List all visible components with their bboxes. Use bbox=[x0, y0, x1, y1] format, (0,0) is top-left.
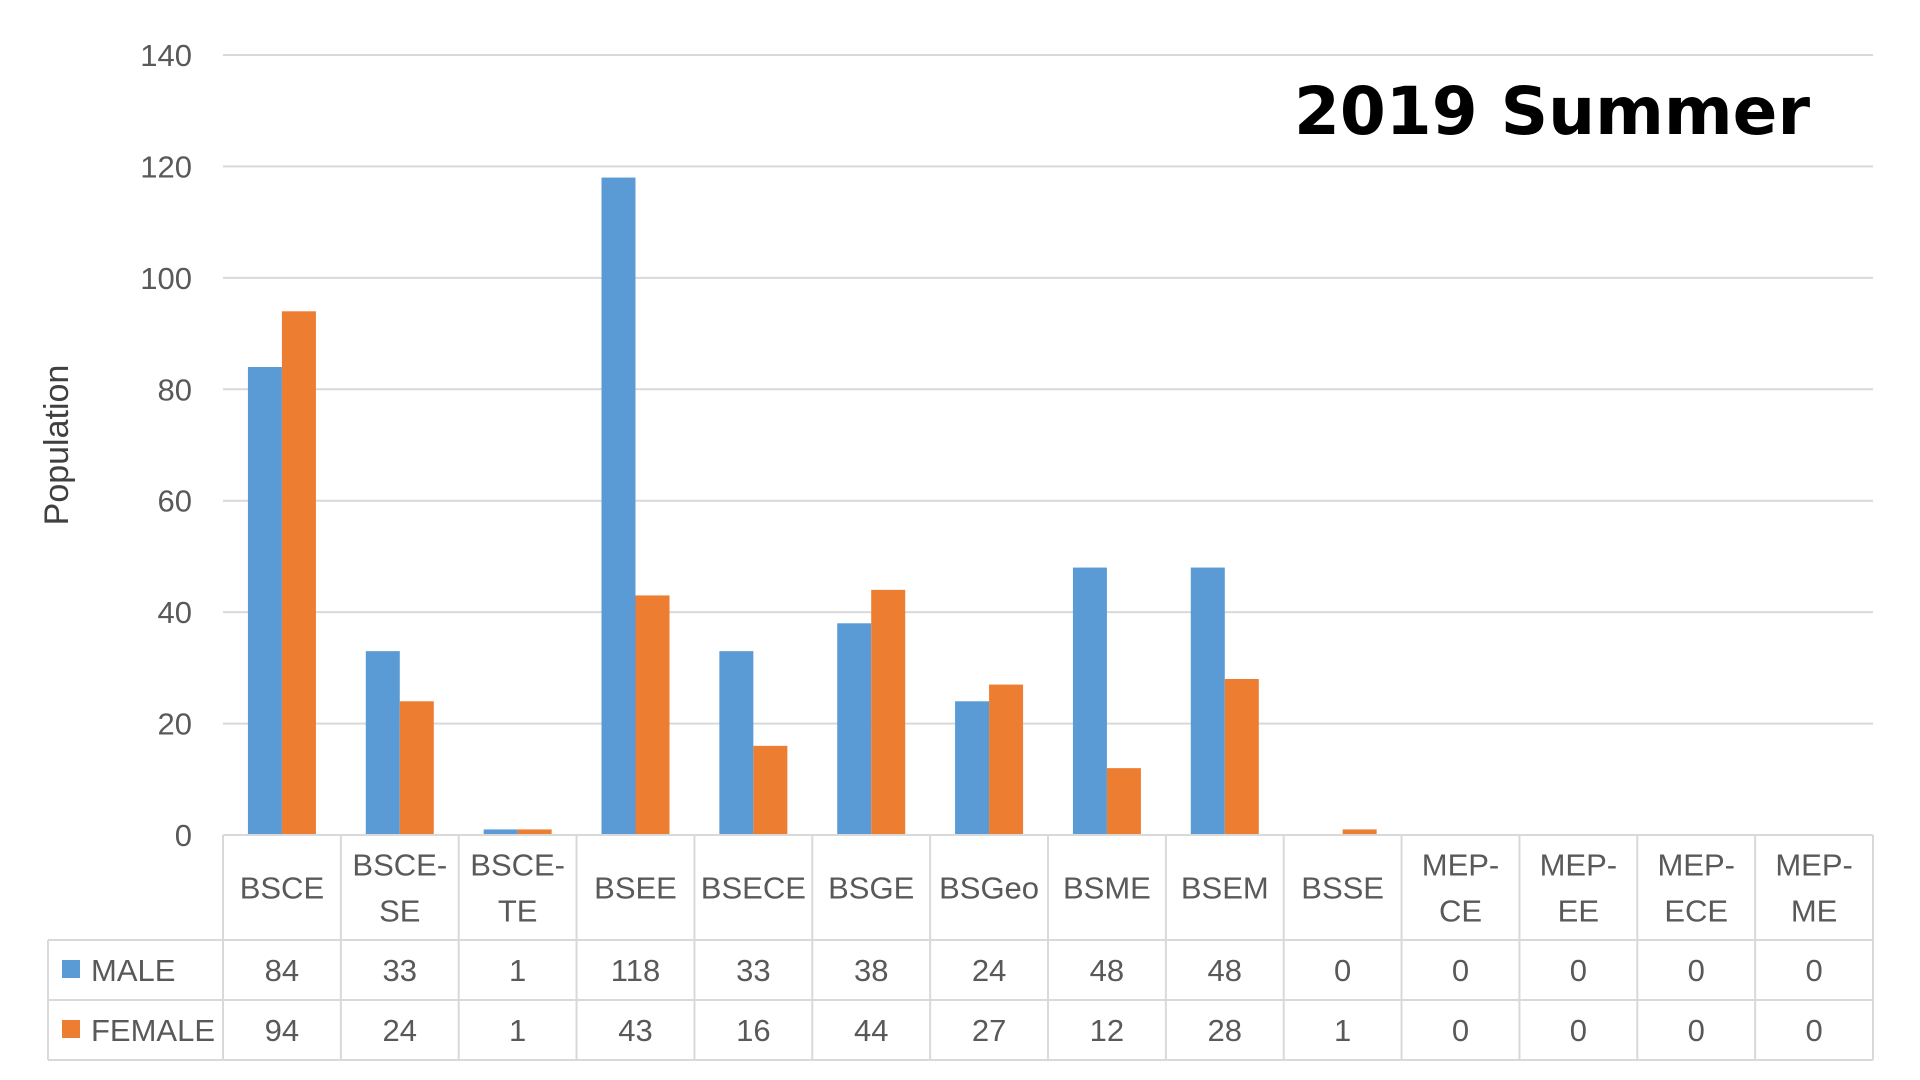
data-label: 33 bbox=[736, 953, 770, 988]
data-label: 1 bbox=[509, 953, 526, 988]
x-tick-label: BSSE bbox=[1301, 871, 1384, 906]
bar-male bbox=[1190, 567, 1225, 835]
data-label: 27 bbox=[972, 1013, 1006, 1048]
y-axis-ticks: 0 20 40 60 80 100 120 140 bbox=[140, 38, 192, 853]
y-axis-label: Population bbox=[38, 365, 76, 526]
x-tick-label: MEP-EE bbox=[1540, 848, 1618, 929]
y-tick-label: 100 bbox=[140, 261, 192, 296]
data-label: 28 bbox=[1208, 1013, 1242, 1048]
data-label: 0 bbox=[1334, 953, 1351, 988]
data-label: 43 bbox=[618, 1013, 652, 1048]
gridlines bbox=[223, 54, 1873, 725]
bar-male bbox=[247, 367, 282, 835]
bar-female bbox=[399, 701, 434, 835]
x-tick-label: BSCE bbox=[240, 871, 324, 906]
data-label: 0 bbox=[1805, 953, 1822, 988]
bar-male bbox=[601, 177, 636, 836]
data-label: 1 bbox=[1334, 1013, 1351, 1048]
y-tick-label: 0 bbox=[175, 818, 192, 853]
bar-female bbox=[1106, 768, 1141, 835]
bar-female bbox=[989, 684, 1024, 835]
x-tick-label: BSEM bbox=[1181, 871, 1269, 906]
x-tick-label: MEP-ME bbox=[1775, 848, 1853, 929]
data-label: 0 bbox=[1570, 1013, 1587, 1048]
y-tick-label: 120 bbox=[140, 149, 192, 184]
x-tick-label: BSCE-SE bbox=[352, 848, 447, 929]
x-tick-label: BSGeo bbox=[939, 871, 1039, 906]
data-label: 0 bbox=[1452, 953, 1469, 988]
data-label: 24 bbox=[383, 1013, 417, 1048]
x-tick-label: BSECE bbox=[701, 871, 806, 906]
legend-swatch-male bbox=[62, 960, 80, 978]
data-label: 0 bbox=[1688, 1013, 1705, 1048]
data-label: 38 bbox=[854, 953, 888, 988]
bar-female bbox=[1342, 829, 1377, 835]
data-label: 24 bbox=[972, 953, 1006, 988]
bar-male bbox=[365, 651, 400, 835]
bar-male bbox=[955, 701, 990, 835]
y-tick-label: 20 bbox=[158, 707, 192, 742]
x-tick-label: BSME bbox=[1063, 871, 1151, 906]
legend-label-male: MALE bbox=[91, 953, 175, 988]
data-label: 48 bbox=[1208, 953, 1242, 988]
legend-label-female: FEMALE bbox=[91, 1013, 215, 1048]
y-tick-label: 60 bbox=[158, 484, 192, 519]
data-label: 33 bbox=[383, 953, 417, 988]
y-tick-label: 40 bbox=[158, 595, 192, 630]
bar-female bbox=[517, 829, 552, 835]
x-tick-label: BSCE-TE bbox=[470, 848, 565, 929]
legend-swatch-female bbox=[62, 1020, 80, 1038]
bar-male bbox=[837, 623, 872, 835]
bar-female bbox=[753, 745, 788, 835]
y-tick-label: 140 bbox=[140, 38, 192, 73]
data-label: 0 bbox=[1570, 953, 1587, 988]
x-tick-label: BSGE bbox=[828, 871, 914, 906]
bar-female bbox=[871, 589, 906, 835]
x-tick-label: MEP-ECE bbox=[1657, 848, 1735, 929]
data-label: 12 bbox=[1090, 1013, 1124, 1048]
data-label: 48 bbox=[1090, 953, 1124, 988]
data-label: 0 bbox=[1688, 953, 1705, 988]
bar-male bbox=[1072, 567, 1107, 835]
data-table: BSCE BSCE-SE BSCE-TE BSEE BSECE BSGE BSGeo BSME… bbox=[47, 834, 1874, 1061]
chart-title: 2019 Summer bbox=[1294, 73, 1810, 150]
data-label: 0 bbox=[1452, 1013, 1469, 1048]
data-label: 0 bbox=[1805, 1013, 1822, 1048]
bars bbox=[247, 177, 1377, 836]
data-label: 16 bbox=[736, 1013, 770, 1048]
bar-male bbox=[719, 651, 754, 835]
bar-female bbox=[1224, 679, 1259, 835]
x-tick-label: BSEE bbox=[594, 871, 677, 906]
y-tick-label: 80 bbox=[158, 372, 192, 407]
data-label: 94 bbox=[265, 1013, 299, 1048]
bar-male bbox=[483, 829, 518, 835]
data-label: 1 bbox=[509, 1013, 526, 1048]
data-label: 84 bbox=[265, 953, 299, 988]
data-label: 44 bbox=[854, 1013, 888, 1048]
bar-female bbox=[281, 311, 316, 835]
bar-female bbox=[635, 595, 670, 835]
x-tick-label: MEP-CE bbox=[1422, 848, 1500, 929]
data-label: 118 bbox=[611, 953, 660, 988]
